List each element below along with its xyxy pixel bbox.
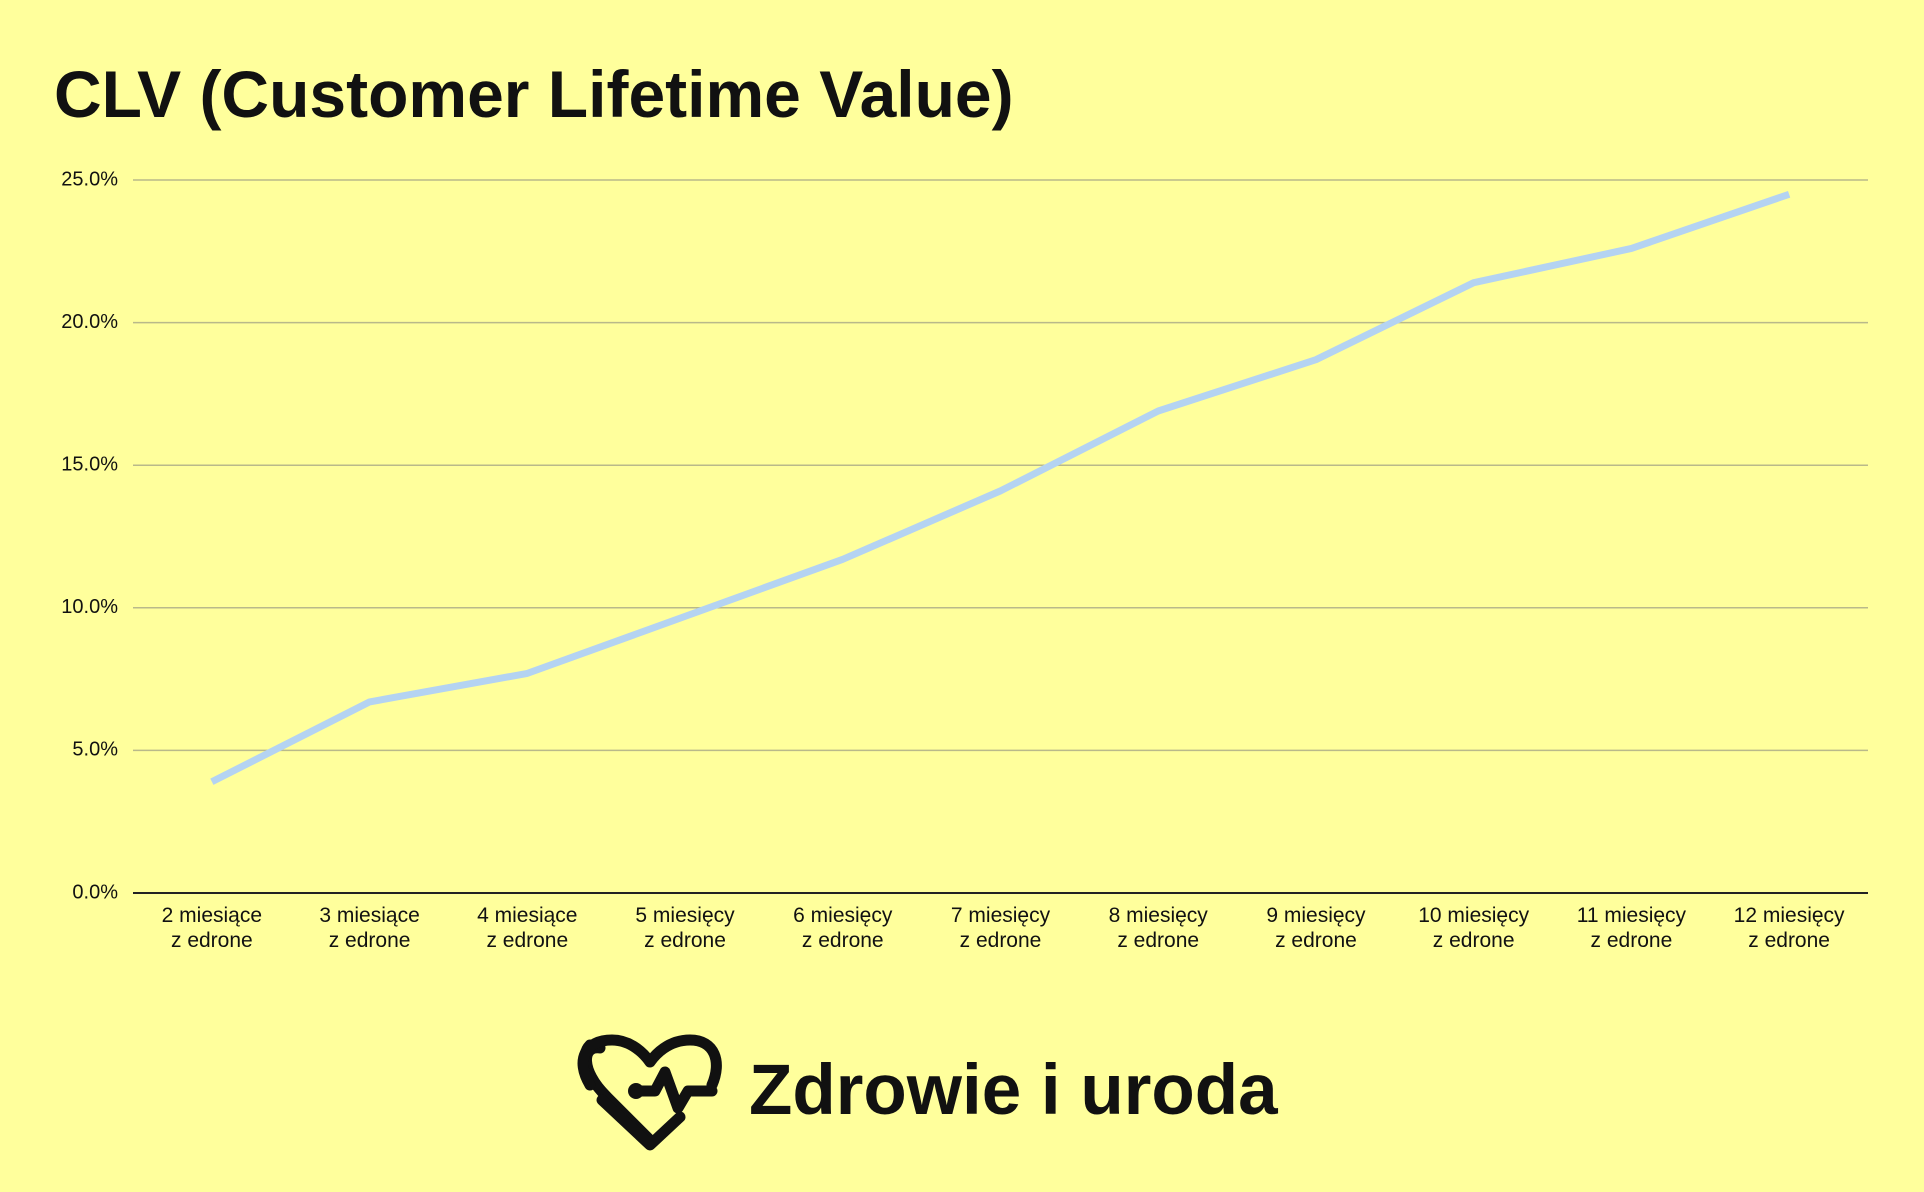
x-tick-label: 2 miesiące z edrone <box>161 904 263 952</box>
brand-name: Zdrowie i uroda <box>749 1051 1278 1130</box>
x-tick-label: 7 miesięcy z edrone <box>950 904 1051 952</box>
y-tick-label: 0.0% <box>72 881 118 903</box>
brand-logo <box>577 1034 722 1151</box>
x-tick-label: 5 miesięcy z edrone <box>635 904 735 952</box>
y-tick-label: 10.0% <box>61 596 118 618</box>
x-tick-label: 11 miesięcy z edrone <box>1576 904 1687 952</box>
y-tick-label: 15.0% <box>61 453 118 475</box>
y-tick-label: 25.0% <box>61 168 118 190</box>
x-tick-label: 4 miesiące z edrone <box>477 904 578 952</box>
x-tick-label: 8 miesięcy z edrone <box>1108 904 1208 952</box>
y-tick-label: 20.0% <box>61 311 118 333</box>
x-tick-label: 6 miesięcy z edrone <box>793 904 893 952</box>
data-line <box>210 190 1791 785</box>
x-tick-label: 10 miesięcy z edrone <box>1418 904 1530 952</box>
chart-title: CLV (Customer Lifetime Value) <box>54 57 1014 131</box>
x-tick-label: 3 miesiące z edrone <box>319 904 420 952</box>
y-tick-label: 5.0% <box>72 739 118 761</box>
x-tick-label: 9 miesięcy z edrone <box>1266 904 1366 952</box>
x-tick-label: 12 miesięcy z edrone <box>1733 904 1845 952</box>
